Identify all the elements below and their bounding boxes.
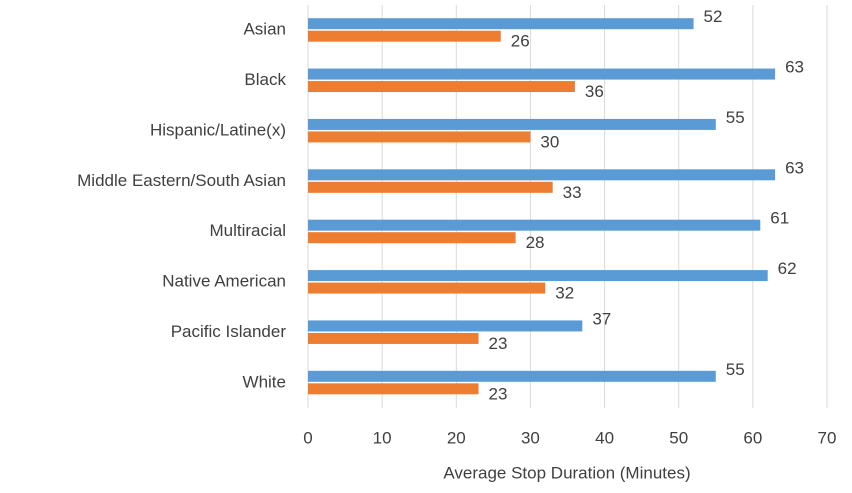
y-tick-label: Pacific Islander [171,322,287,341]
data-label: 62 [778,259,797,278]
bar [308,169,776,181]
bar [308,118,716,130]
bar [308,320,583,332]
bar [308,68,776,80]
data-label: 61 [770,209,789,228]
data-label: 37 [592,309,611,328]
data-label: 23 [489,334,508,353]
x-axis-title: Average Stop Duration (Minutes) [443,463,690,482]
data-label: 55 [726,108,745,127]
bar [308,270,768,282]
y-tick-label: Middle Eastern/South Asian [77,171,286,190]
x-tick-label: 70 [818,428,837,447]
y-tick-label: Native American [162,272,286,291]
bar [308,30,501,42]
y-tick-label: Black [244,70,286,89]
data-label: 52 [704,7,723,26]
data-label: 23 [489,384,508,403]
bar [308,282,546,294]
bar [308,131,531,143]
bar [308,370,716,382]
x-tick-label: 40 [595,428,614,447]
bar [308,332,479,344]
bar [308,232,516,244]
y-tick-label: White [243,372,286,391]
data-label: 63 [785,158,804,177]
x-tick-label: 50 [669,428,688,447]
x-tick-label: 60 [743,428,762,447]
bar [308,181,553,193]
x-tick-label: 20 [447,428,466,447]
x-tick-label: 10 [373,428,392,447]
data-label: 33 [563,183,582,202]
data-label: 63 [785,58,804,77]
bar [308,81,575,93]
x-tick-label: 30 [521,428,540,447]
data-label: 36 [585,82,604,101]
x-tick-label: 0 [303,428,312,447]
y-tick-label: Asian [243,20,286,39]
y-tick-label: Hispanic/Latine(x) [150,120,286,139]
y-tick-label: Multiracial [209,221,286,240]
data-label: 32 [555,284,574,303]
data-label: 55 [726,360,745,379]
bar [308,383,479,395]
data-label: 26 [511,32,530,51]
bar [308,18,694,30]
data-label: 30 [540,132,559,151]
data-label: 28 [526,233,545,252]
bar [308,219,761,231]
